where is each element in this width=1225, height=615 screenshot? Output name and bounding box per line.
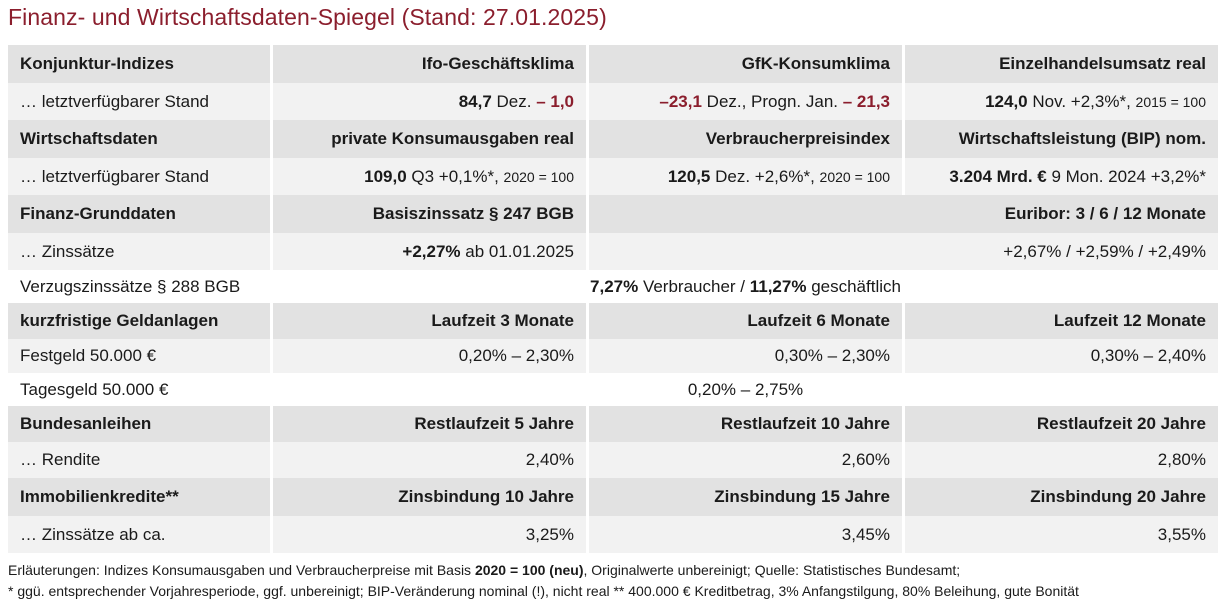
- footnote-line-1: Erläuterungen: Indizes Konsumausgaben un…: [8, 562, 960, 578]
- verzug-value-2: 11,27%: [749, 276, 807, 296]
- data-row-konjunktur: … letztverfügbarer Stand 84,7 Dez. – 1,0…: [8, 83, 1218, 120]
- row-label: Festgeld 50.000 €: [8, 339, 270, 373]
- gfk-cell: –23,1 Dez., Progn. Jan. – 21,3: [589, 83, 902, 120]
- footnote-text: , Originalwerte unbereinigt; Quelle: Sta…: [583, 562, 961, 578]
- header-row-geldanlagen: kurzfristige Geldanlagen Laufzeit 3 Mona…: [8, 303, 1218, 339]
- data-row-tagesgeld: Tagesgeld 50.000 € 0,20% – 2,75%: [8, 373, 1218, 406]
- ifo-period: Dez.: [491, 91, 537, 111]
- column-header: Restlaufzeit 20 Jahre: [905, 406, 1218, 442]
- footnote-text: Erläuterungen: Indizes Konsumausgaben un…: [8, 562, 475, 578]
- bip-text: 9 Mon. 2024 +3,2%*: [1046, 166, 1206, 186]
- konsum-value: 109,0: [364, 166, 407, 186]
- column-header: Zinsbindung 15 Jahre: [589, 478, 902, 516]
- ehu-cell: 124,0 Nov. +2,3%*, 2015 = 100: [905, 83, 1218, 120]
- column-header: Zinsbindung 20 Jahre: [905, 478, 1218, 516]
- header-row-immobilien: Immobilienkredite** Zinsbindung 10 Jahre…: [8, 478, 1218, 516]
- row-label: … letztverfügbarer Stand: [8, 83, 270, 120]
- row-label: … Rendite: [8, 442, 270, 478]
- basis-value: +2,27%: [402, 241, 461, 261]
- footnote-basis: 2020 = 100 (neu): [474, 562, 584, 578]
- section-label: kurzfristige Geldanlagen: [8, 303, 270, 339]
- bip-value: 3.204 Mrd. €: [949, 166, 1047, 186]
- euribor-value: +2,67% / +2,59% / +2,49%: [589, 233, 1218, 270]
- finance-data-table: Konjunktur-Indizes Ifo-Geschäftsklima Gf…: [5, 45, 1221, 553]
- column-header: Verbraucherpreisindex: [589, 120, 902, 158]
- column-header: Laufzeit 12 Monate: [905, 303, 1218, 339]
- column-header: Wirtschaftsleistung (BIP) nom.: [905, 120, 1218, 158]
- verzug-text-1: Verbraucher /: [638, 276, 750, 296]
- festgeld-3: 0,20% – 2,30%: [273, 339, 586, 373]
- column-header: Laufzeit 3 Monate: [273, 303, 586, 339]
- ehu-text: Nov. +2,3%*,: [1027, 91, 1136, 111]
- header-row-finanz: Finanz-Grunddaten Basiszinssatz § 247 BG…: [8, 195, 1218, 233]
- gfk-value: –23,1: [659, 91, 702, 111]
- rendite-5: 2,40%: [273, 442, 586, 478]
- vpi-value: 120,5: [667, 166, 711, 186]
- basis-cell: +2,27% ab 01.01.2025: [273, 233, 586, 270]
- verzug-value-1: 7,27%: [590, 276, 639, 296]
- row-label: Tagesgeld 50.000 €: [8, 373, 270, 406]
- footnote-line-2: * ggü. entsprechender Vorjahresperiode, …: [8, 583, 1079, 599]
- data-row-finanz: … Zinssätze +2,27% ab 01.01.2025 +2,67% …: [8, 233, 1218, 270]
- konsum-cell: 109,0 Q3 +0,1%*, 2020 = 100: [273, 158, 586, 195]
- row-label: … Zinssätze: [8, 233, 270, 270]
- column-header: Zinsbindung 10 Jahre: [273, 478, 586, 516]
- row-label: … letztverfügbarer Stand: [8, 158, 270, 195]
- row-label: … Zinssätze ab ca.: [8, 516, 270, 553]
- data-row-wirtschaft: … letztverfügbarer Stand 109,0 Q3 +0,1%*…: [8, 158, 1218, 195]
- column-header: Einzelhandelsumsatz real: [905, 45, 1218, 83]
- column-header: GfK-Konsumklima: [589, 45, 902, 83]
- data-row-festgeld: Festgeld 50.000 € 0,20% – 2,30% 0,30% – …: [8, 339, 1218, 373]
- zins-15: 3,45%: [589, 516, 902, 553]
- vpi-base: 2020 = 100: [819, 168, 890, 185]
- column-header: Laufzeit 6 Monate: [589, 303, 902, 339]
- ehu-base: 2015 = 100: [1135, 93, 1206, 110]
- zins-20: 3,55%: [905, 516, 1218, 553]
- gfk-text: Dez., Progn. Jan.: [701, 91, 843, 111]
- gfk-forecast: – 21,3: [842, 91, 890, 111]
- header-row-wirtschaft: Wirtschaftsdaten private Konsumausgaben …: [8, 120, 1218, 158]
- konsum-base: 2020 = 100: [503, 168, 574, 185]
- column-header: Restlaufzeit 10 Jahre: [589, 406, 902, 442]
- rendite-20: 2,80%: [905, 442, 1218, 478]
- page-title: Finanz- und Wirtschaftsdaten-Spiegel (St…: [8, 4, 607, 30]
- vpi-text: Dez. +2,6%*,: [710, 166, 820, 186]
- column-header: Euribor: 3 / 6 / 12 Monate: [589, 195, 1218, 233]
- ifo-cell: 84,7 Dez. – 1,0: [273, 83, 586, 120]
- section-label: Immobilienkredite**: [8, 478, 270, 516]
- verzug-text-2: geschäftlich: [806, 276, 901, 296]
- header-row-anleihen: Bundesanleihen Restlaufzeit 5 Jahre Rest…: [8, 406, 1218, 442]
- row-label: Verzugszinssätze § 288 BGB: [8, 270, 270, 303]
- section-label: Finanz-Grunddaten: [8, 195, 270, 233]
- column-header: Restlaufzeit 5 Jahre: [273, 406, 586, 442]
- ifo-value: 84,7: [458, 91, 492, 111]
- data-row-verzug: Verzugszinssätze § 288 BGB 7,27% Verbrau…: [8, 270, 1218, 303]
- rendite-10: 2,60%: [589, 442, 902, 478]
- bip-cell: 3.204 Mrd. € 9 Mon. 2024 +3,2%*: [905, 158, 1218, 195]
- verzug-cell: 7,27% Verbraucher / 11,27% geschäftlich: [273, 270, 1218, 303]
- column-header: Basiszinssatz § 247 BGB: [273, 195, 586, 233]
- column-header: private Konsumausgaben real: [273, 120, 586, 158]
- data-row-immobilien: … Zinssätze ab ca. 3,25% 3,45% 3,55%: [8, 516, 1218, 553]
- konsum-text: Q3 +0,1%*,: [406, 166, 504, 186]
- section-label: Wirtschaftsdaten: [8, 120, 270, 158]
- basis-text: ab 01.01.2025: [460, 241, 574, 261]
- column-header: Ifo-Geschäftsklima: [273, 45, 586, 83]
- header-row-konjunktur: Konjunktur-Indizes Ifo-Geschäftsklima Gf…: [8, 45, 1218, 83]
- tagesgeld-value: 0,20% – 2,75%: [273, 373, 1218, 406]
- ifo-change: – 1,0: [536, 91, 574, 111]
- festgeld-6: 0,30% – 2,30%: [589, 339, 902, 373]
- section-label: Bundesanleihen: [8, 406, 270, 442]
- festgeld-12: 0,30% – 2,40%: [905, 339, 1218, 373]
- section-label: Konjunktur-Indizes: [8, 45, 270, 83]
- ehu-value: 124,0: [985, 91, 1028, 111]
- vpi-cell: 120,5 Dez. +2,6%*, 2020 = 100: [589, 158, 902, 195]
- data-row-rendite: … Rendite 2,40% 2,60% 2,80%: [8, 442, 1218, 478]
- zins-10: 3,25%: [273, 516, 586, 553]
